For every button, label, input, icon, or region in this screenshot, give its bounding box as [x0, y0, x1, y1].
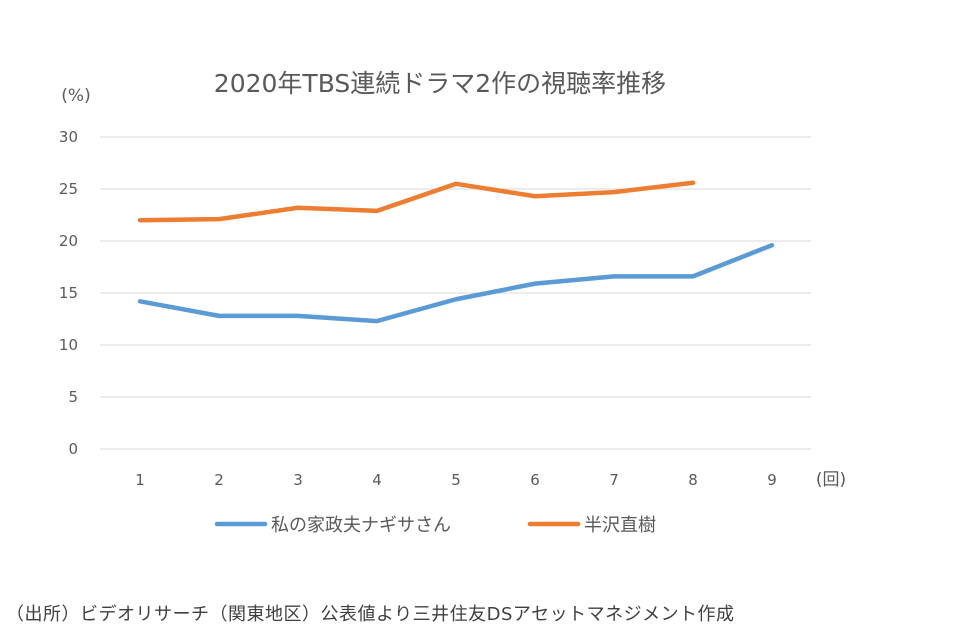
x-tick-label: 6: [530, 471, 540, 489]
x-tick-label: 7: [609, 471, 619, 489]
series-line-0: [137, 242, 775, 324]
y-tick-label: 10: [59, 336, 78, 354]
series-line-1: [137, 180, 696, 223]
x-tick-label: 8: [688, 471, 698, 489]
x-tick-label: 1: [135, 471, 145, 489]
legend-label-1: 半沢直樹: [584, 515, 656, 536]
y-tick-label: 0: [68, 440, 78, 458]
y-tick-label: 30: [59, 128, 78, 146]
y-axis-tick-labels: 0 5 10 15 20 25 30: [59, 128, 78, 458]
legend: 私の家政夫ナギサさん 半沢直樹: [214, 515, 656, 536]
y-tick-label: 25: [59, 180, 78, 198]
x-tick-label: 9: [767, 471, 777, 489]
x-tick-label: 5: [451, 471, 461, 489]
y-tick-label: 5: [68, 388, 78, 406]
x-tick-label: 4: [372, 471, 382, 489]
x-axis-unit-label: (回): [816, 470, 846, 490]
y-tick-label: 15: [59, 284, 78, 302]
x-tick-label: 2: [214, 471, 224, 489]
y-axis-unit-label: (%): [61, 86, 90, 106]
gridlines: [100, 136, 811, 450]
source-note: （出所）ビデオリサーチ（関東地区）公表値より三井住友DSアセットマネジメント作成: [6, 604, 735, 625]
x-axis-tick-labels: 1 2 3 4 5 6 7 8 9: [135, 471, 777, 489]
series-lines: [137, 180, 775, 324]
y-tick-label: 20: [59, 232, 78, 250]
chart-title: 2020年TBS連続ドラマ2作の視聴率推移: [214, 69, 666, 98]
x-tick-label: 3: [293, 471, 303, 489]
legend-label-0: 私の家政夫ナギサさん: [271, 515, 451, 536]
